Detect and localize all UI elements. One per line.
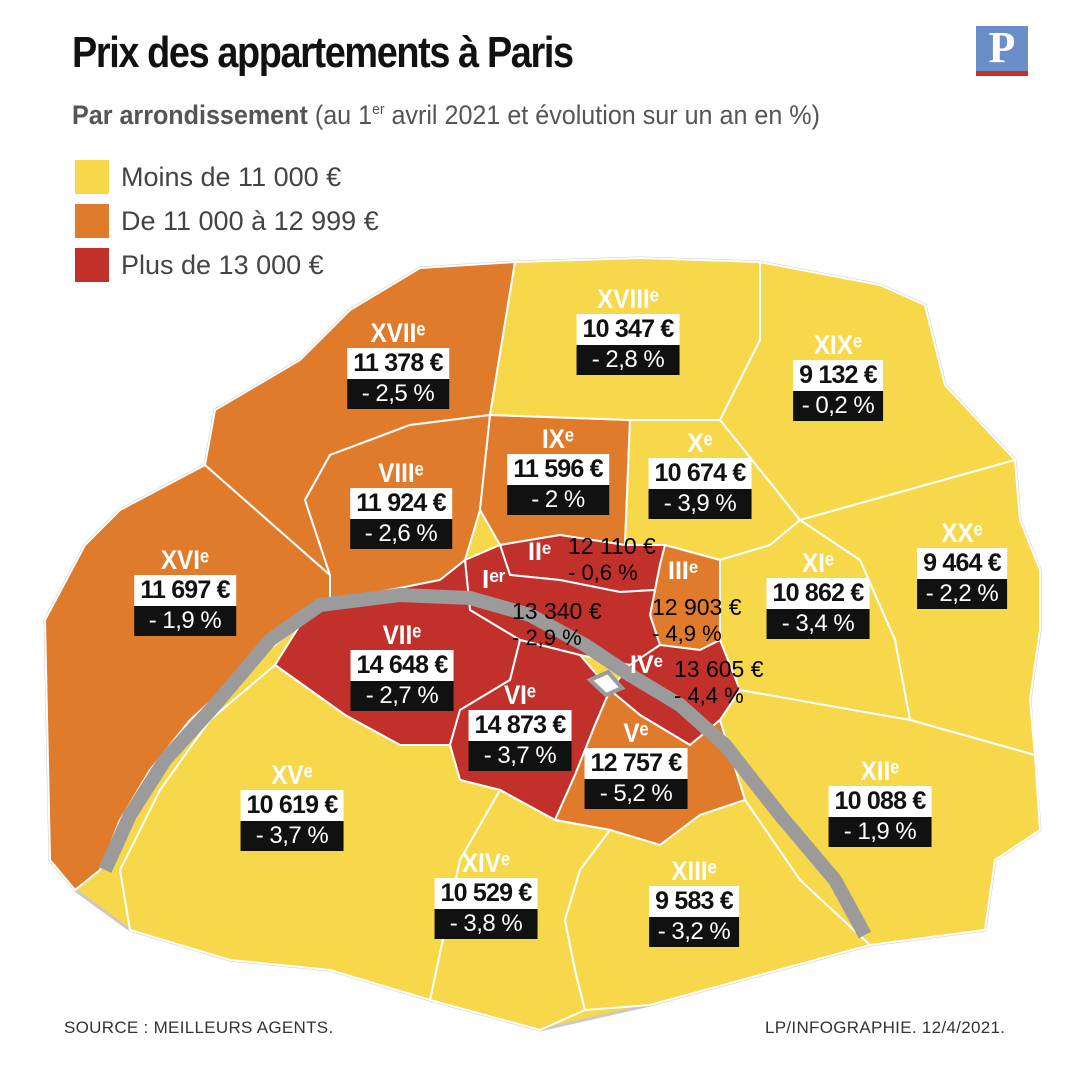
district-name: Xᵉ [687,428,713,458]
district-label-xviii: XVIIIᵉ 10 347 € - 2,8 % [576,284,680,375]
district-label-xv: XVᵉ 10 619 € - 3,7 % [240,760,344,851]
district-change: - 3,9 % [648,489,752,519]
district-label-xix: XIXᵉ 9 132 € - 0,2 % [793,330,883,421]
district-name-ii: IIᵉ [528,538,552,566]
district-change: - 5,2 % [584,779,688,809]
page-title: Prix des appartements à Paris [72,28,574,77]
district-price: 11 697 € [134,575,236,606]
ile-saint-louis [586,669,626,698]
logo-bar [976,71,1028,76]
credit-note: LP/INFOGRAPHIE. 12/4/2021. [765,1018,1006,1037]
district-change: - 4,4 % [674,683,744,708]
district-change: - 2,6 % [350,519,452,549]
district-name: XXᵉ [941,518,983,548]
district-name: XIIIᵉ [671,856,717,886]
district-label-viii: VIIIᵉ 11 924 € - 2,6 % [350,458,452,549]
district-name: XIIᵉ [860,756,900,786]
subtitle-pre: (au 1 [314,100,373,130]
district-price: 10 674 € [648,458,752,489]
le-parisien-logo: P [976,26,1028,76]
district-price: 13 605 € [674,656,764,682]
district-change: - 2 % [507,485,609,515]
district-label-xi: XIᵉ 10 862 € - 3,4 % [766,548,870,639]
district-name: Vᵉ [623,718,649,748]
river-seine [98,588,872,939]
district-change: - 0,6 % [568,560,638,585]
district-label-iv: 13 605 € - 4,4 % [674,656,764,709]
district-change: - 2,5 % [347,379,449,409]
district-price: 12 757 € [584,748,688,779]
district-price: 13 340 € [512,598,602,624]
subtitle: Par arrondissement (au 1er avril 2021 et… [72,100,820,131]
district-label-x: Xᵉ 10 674 € - 3,9 % [648,428,752,519]
district-change: - 3,4 % [766,609,870,639]
district-label-xiii: XIIIᵉ 9 583 € - 3,2 % [649,856,739,947]
district-name: XVIIᵉ [370,318,426,348]
district-label-xii: XIIᵉ 10 088 € - 1,9 % [828,756,932,847]
district-price: 14 873 € [468,710,572,741]
subtitle-sup: er [372,101,385,118]
district-change: - 2,9 % [512,625,582,650]
district-label-i: 13 340 € - 2,9 % [512,598,602,651]
district-name-i: Iᵉʳ [482,564,506,594]
district-price: 11 596 € [507,454,609,485]
district-name: XIXᵉ [813,330,863,360]
district-price: 9 464 € [917,548,1007,579]
district-name: XIᵉ [801,548,835,578]
district-name-iii: IIIᵉ [668,557,699,585]
district-price: 10 619 € [240,790,344,821]
district-change: - 3,2 % [649,917,739,947]
district-price: 11 378 € [347,348,449,379]
district-name: XVIIIᵉ [597,284,659,314]
district-change: - 1,9 % [134,606,236,636]
source-note: SOURCE : MEILLEURS AGENTS. [64,1018,334,1037]
logo-letter: P [988,23,1016,72]
district-price: 10 529 € [434,878,538,909]
district-label-v: Vᵉ 12 757 € - 5,2 % [584,718,688,809]
district-name: XIVᵉ [461,848,511,878]
district-label-iii: 12 903 € - 4,9 % [652,594,742,647]
district-label-vi: VIᵉ 14 873 € - 3,7 % [468,680,572,771]
district-change: - 3,8 % [434,909,538,939]
district-change: - 2,2 % [917,579,1007,609]
district-change: - 3,7 % [240,821,344,851]
district-name: XVIᵉ [160,545,210,575]
district-price: 9 583 € [649,886,739,917]
district-price: 10 347 € [576,314,680,345]
district-change: - 0,2 % [793,391,883,421]
district-label-xvi: XVIᵉ 11 697 € - 1,9 % [134,545,236,636]
district-name: VIᵉ [503,680,537,710]
legend-label-high: Plus de 13 000 € [121,250,324,280]
legend-swatch-low [75,160,109,194]
subtitle-bold: Par arrondissement [72,100,308,130]
district-label-xiv: XIVᵉ 10 529 € - 3,8 % [434,848,538,939]
district-price: 10 862 € [766,578,870,609]
district-name: IXᵉ [541,424,575,454]
district-name: XVᵉ [271,760,313,790]
legend-swatch-mid [75,204,109,238]
district-price: 11 924 € [350,488,452,519]
district-change: - 2,8 % [576,345,680,375]
subtitle-post: avril 2021 et évolution sur un an en %) [384,100,820,130]
district-label-ii: 12 110 € - 0,6 % [568,533,656,586]
legend-swatch-high [75,248,109,282]
legend-label-low: Moins de 11 000 € [121,162,342,192]
district-label-vii: VIIᵉ 14 648 € - 2,7 % [350,620,454,711]
district-name: VIIIᵉ [378,458,424,488]
district-name-iv: IVᵉ [630,651,664,679]
district-change: - 2,7 % [350,681,454,711]
district-change: - 3,7 % [468,741,572,771]
district-label-xvii: XVIIᵉ 11 378 € - 2,5 % [347,318,449,409]
district-change: - 4,9 % [652,621,722,646]
district-change: - 1,9 % [828,817,932,847]
district-label-ix: IXᵉ 11 596 € - 2 % [507,424,609,515]
district-price: 10 088 € [828,786,932,817]
legend-label-mid: De 11 000 à 12 999 € [121,206,379,236]
district-price: 9 132 € [793,360,883,391]
district-price: 12 903 € [652,594,742,620]
district-name: VIIᵉ [382,620,422,650]
district-price: 14 648 € [350,650,454,681]
district-label-xx: XXᵉ 9 464 € - 2,2 % [917,518,1007,609]
district-price: 12 110 € [568,533,656,559]
